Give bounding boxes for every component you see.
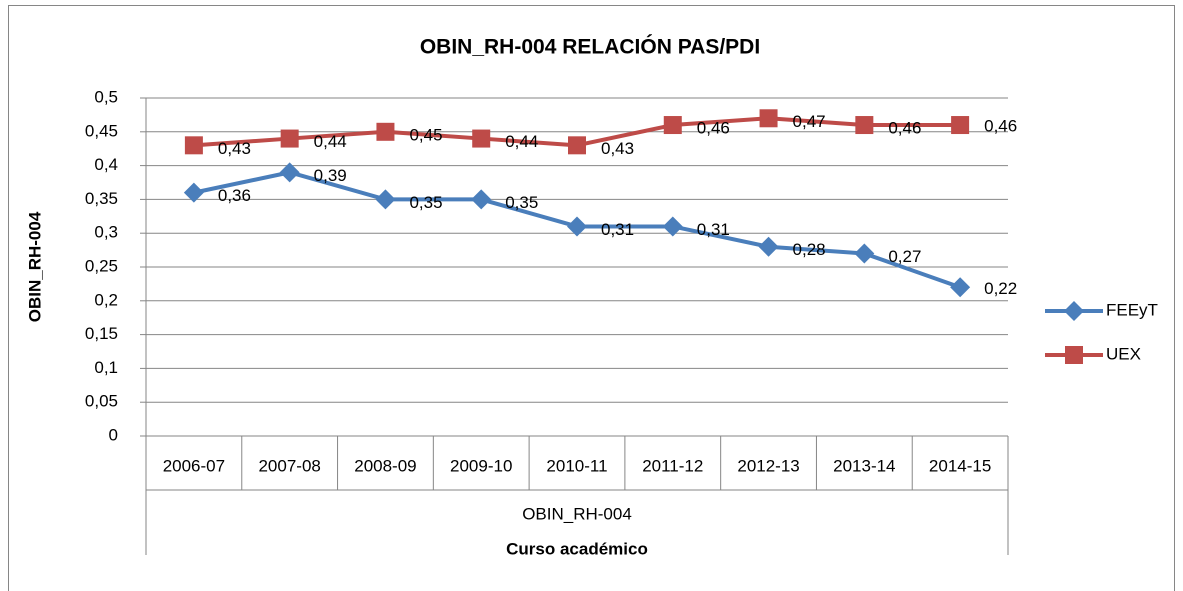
data-label: 0,31 [601, 220, 634, 239]
chart-border [8, 5, 1175, 591]
x-tick-label: 2011-12 [642, 456, 703, 475]
y-tick-label: 0,1 [94, 358, 118, 377]
data-point [662, 216, 683, 237]
y-tick-label: 0,4 [94, 155, 118, 174]
y-axis-label: OBIN_RH-004 [25, 211, 44, 322]
x-tick-label: 2007-08 [258, 456, 320, 475]
legend-label: FEEyT [1106, 300, 1158, 319]
y-tick-label: 0 [109, 425, 118, 444]
data-label: 0,36 [218, 186, 251, 205]
data-point [280, 129, 299, 148]
legend-marker [1064, 301, 1084, 321]
data-point [758, 236, 779, 257]
data-point [854, 243, 875, 264]
data-label: 0,35 [505, 193, 538, 212]
x-tick-label: 2012-13 [737, 456, 799, 475]
legend-marker [1065, 346, 1083, 364]
data-label: 0,43 [218, 139, 251, 158]
data-point [663, 116, 682, 135]
y-tick-label: 0,5 [94, 87, 118, 106]
data-point [471, 189, 492, 210]
data-label: 0,31 [697, 220, 730, 239]
data-point [472, 129, 491, 148]
data-point [375, 189, 396, 210]
y-tick-label: 0,05 [85, 392, 118, 411]
x-tick-label: 2010-11 [546, 456, 607, 475]
data-label: 0,39 [314, 166, 347, 185]
data-point [950, 277, 971, 298]
data-label: 0,46 [888, 119, 921, 138]
data-label: 0,44 [314, 132, 347, 151]
x-tick-label: 2006-07 [163, 456, 225, 475]
y-tick-label: 0,25 [85, 256, 118, 275]
data-label: 0,45 [409, 125, 442, 144]
data-point [184, 136, 203, 155]
data-label: 0,35 [409, 193, 442, 212]
data-label: 0,46 [697, 119, 730, 138]
y-tick-label: 0,15 [85, 324, 118, 343]
data-point [855, 116, 874, 135]
y-tick-label: 0,2 [94, 290, 118, 309]
x-axis-label: Curso académico [506, 539, 648, 558]
data-point [183, 182, 204, 203]
x-tick-label: 2014-15 [929, 456, 991, 475]
x-tick-label: 2009-10 [450, 456, 512, 475]
y-tick-label: 0,3 [94, 223, 118, 242]
data-point [951, 116, 970, 135]
chart-title: OBIN_RH-004 RELACIÓN PAS/PDI [420, 35, 760, 59]
x-tick-label: 2013-14 [833, 456, 895, 475]
data-label: 0,46 [984, 117, 1017, 136]
data-label: 0,28 [793, 240, 826, 259]
x-tick-label: 2008-09 [354, 456, 416, 475]
data-label: 0,43 [601, 139, 634, 158]
data-point [759, 109, 778, 128]
data-point [568, 136, 586, 155]
data-label: 0,44 [505, 132, 538, 151]
data-point [376, 122, 395, 141]
legend-label: UEX [1106, 344, 1141, 363]
data-point [567, 216, 587, 237]
y-tick-label: 0,45 [85, 121, 118, 140]
data-label: 0,47 [793, 112, 826, 131]
category-group-label: OBIN_RH-004 [522, 504, 632, 523]
data-label: 0,27 [888, 247, 921, 266]
data-label: 0,22 [984, 279, 1017, 298]
data-point [279, 162, 300, 183]
y-tick-label: 0,35 [85, 189, 118, 208]
